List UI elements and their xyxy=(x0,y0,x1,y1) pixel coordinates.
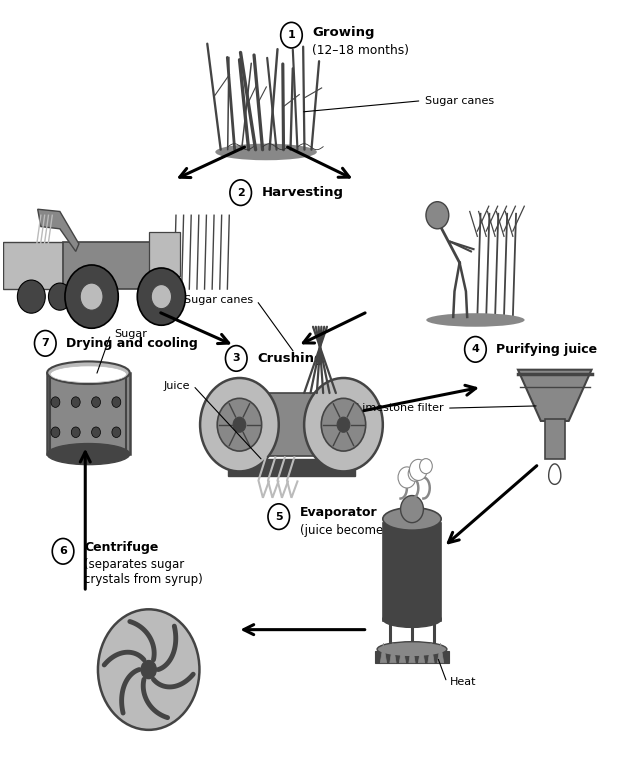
Ellipse shape xyxy=(426,313,525,327)
Text: Sugar canes: Sugar canes xyxy=(425,96,494,106)
Text: Purifying juice: Purifying juice xyxy=(497,343,598,356)
Circle shape xyxy=(426,202,449,228)
FancyBboxPatch shape xyxy=(148,231,180,276)
Text: Harvesting: Harvesting xyxy=(262,186,344,199)
Circle shape xyxy=(71,427,80,437)
Circle shape xyxy=(80,283,103,310)
Polygon shape xyxy=(437,643,444,663)
Polygon shape xyxy=(518,370,591,421)
Polygon shape xyxy=(390,643,396,663)
FancyBboxPatch shape xyxy=(228,459,355,476)
Text: 3: 3 xyxy=(232,354,240,364)
Circle shape xyxy=(17,280,45,313)
Ellipse shape xyxy=(47,361,130,384)
Ellipse shape xyxy=(47,443,130,465)
Circle shape xyxy=(408,466,421,481)
Text: 6: 6 xyxy=(59,546,67,556)
FancyBboxPatch shape xyxy=(545,420,565,458)
Circle shape xyxy=(112,397,121,408)
Polygon shape xyxy=(419,643,425,663)
Polygon shape xyxy=(38,209,79,251)
Circle shape xyxy=(281,22,302,48)
Circle shape xyxy=(268,504,289,530)
Text: Crushing: Crushing xyxy=(257,352,324,365)
Text: Limestone filter: Limestone filter xyxy=(356,403,444,413)
Polygon shape xyxy=(399,643,406,663)
Text: Growing: Growing xyxy=(312,27,375,39)
Ellipse shape xyxy=(51,366,127,383)
Text: 4: 4 xyxy=(472,345,479,354)
Ellipse shape xyxy=(383,508,441,531)
Ellipse shape xyxy=(377,641,447,657)
Circle shape xyxy=(141,660,156,679)
Ellipse shape xyxy=(215,143,317,160)
Text: 2: 2 xyxy=(237,187,244,197)
Circle shape xyxy=(71,397,80,408)
Text: (12–18 months): (12–18 months) xyxy=(312,44,410,57)
Text: (juice becomes syrup): (juice becomes syrup) xyxy=(300,524,431,537)
Text: 1: 1 xyxy=(287,30,295,40)
Text: Evaporator: Evaporator xyxy=(300,505,378,518)
Text: Juice: Juice xyxy=(163,380,190,391)
Text: Centrifuge: Centrifuge xyxy=(84,541,158,554)
Text: Sugar canes: Sugar canes xyxy=(184,295,253,305)
Polygon shape xyxy=(548,464,561,484)
Polygon shape xyxy=(409,643,415,663)
Circle shape xyxy=(52,538,74,564)
Circle shape xyxy=(420,458,432,474)
Text: Sugar: Sugar xyxy=(114,329,147,339)
Circle shape xyxy=(112,427,121,437)
Circle shape xyxy=(465,336,486,362)
Circle shape xyxy=(304,378,383,471)
Polygon shape xyxy=(380,643,387,663)
Circle shape xyxy=(51,397,60,408)
Circle shape xyxy=(65,265,118,328)
Circle shape xyxy=(398,467,416,488)
Circle shape xyxy=(92,397,100,408)
Circle shape xyxy=(200,378,279,471)
Circle shape xyxy=(225,345,247,371)
FancyBboxPatch shape xyxy=(63,242,177,289)
Circle shape xyxy=(337,417,350,432)
Circle shape xyxy=(51,427,60,437)
FancyBboxPatch shape xyxy=(257,393,326,456)
Circle shape xyxy=(137,268,186,326)
Polygon shape xyxy=(428,643,434,663)
Circle shape xyxy=(230,180,252,206)
Circle shape xyxy=(49,283,71,310)
Circle shape xyxy=(233,417,246,432)
Text: 5: 5 xyxy=(275,512,283,521)
Circle shape xyxy=(35,330,56,356)
Circle shape xyxy=(92,427,100,437)
Ellipse shape xyxy=(383,611,441,628)
Text: Drying and cooling: Drying and cooling xyxy=(66,337,198,350)
FancyBboxPatch shape xyxy=(47,373,130,454)
Circle shape xyxy=(151,285,172,309)
Circle shape xyxy=(401,496,424,523)
Circle shape xyxy=(217,398,262,451)
FancyBboxPatch shape xyxy=(3,242,63,289)
Circle shape xyxy=(98,609,200,730)
FancyBboxPatch shape xyxy=(383,523,441,621)
Text: (separates sugar: (separates sugar xyxy=(84,559,184,572)
Circle shape xyxy=(321,398,365,451)
Text: 7: 7 xyxy=(42,339,49,348)
Text: crystals from syrup): crystals from syrup) xyxy=(84,573,203,587)
Text: Heat: Heat xyxy=(450,677,477,688)
Circle shape xyxy=(410,459,428,480)
FancyBboxPatch shape xyxy=(375,650,449,663)
